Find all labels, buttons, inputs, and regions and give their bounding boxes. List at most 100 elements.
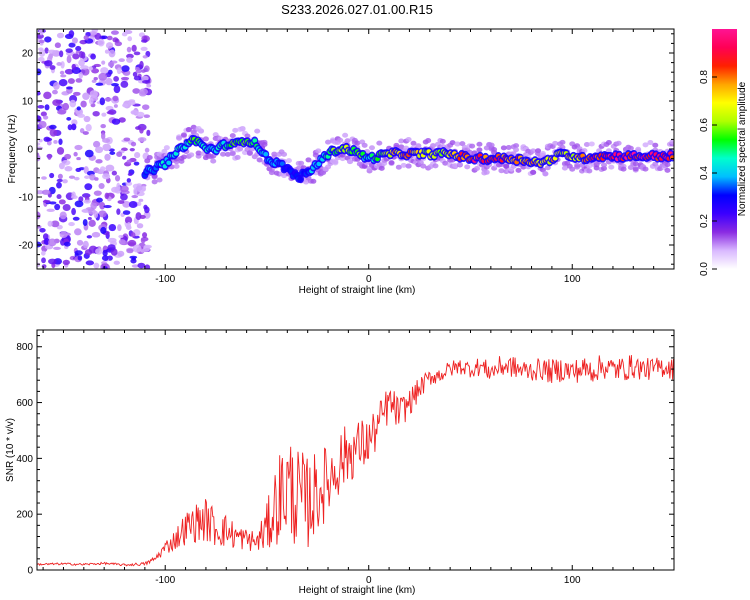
ridge-halo <box>344 138 351 144</box>
noise-blob <box>137 201 142 206</box>
ridge-halo <box>354 140 361 146</box>
noise-blob <box>103 204 112 209</box>
noise-blob <box>37 115 42 123</box>
noise-blob <box>118 234 124 239</box>
ridge-halo <box>220 151 227 157</box>
y-tick-label: 400 <box>16 454 33 465</box>
ridge-halo <box>271 151 278 157</box>
noise-blob <box>65 48 73 53</box>
noise-blob <box>64 153 72 160</box>
ridge-halo <box>229 151 236 157</box>
snr-line <box>37 355 674 567</box>
noise-blob <box>131 256 136 261</box>
noise-blob <box>120 80 129 88</box>
noise-blob <box>141 75 149 82</box>
noise-blob <box>71 191 76 198</box>
noise-blob <box>98 72 108 81</box>
noise-blob <box>41 257 46 264</box>
noise-blob <box>57 109 67 115</box>
ridge-halo <box>513 143 520 149</box>
noise-blob <box>114 41 123 47</box>
noise-blob <box>133 51 141 56</box>
ridge-halo <box>503 164 510 170</box>
noise-blob <box>107 61 115 68</box>
ridge-core <box>316 161 322 167</box>
ridge-halo <box>600 162 607 168</box>
noise-blob <box>56 178 63 183</box>
noise-blob <box>140 69 147 73</box>
noise-blob <box>44 36 52 43</box>
noise-blob <box>94 177 99 181</box>
noise-blob <box>76 239 84 246</box>
y-tick-label: -10 <box>19 193 34 204</box>
noise-blob <box>122 200 131 208</box>
noise-blob <box>45 137 53 142</box>
ridge-halo <box>439 138 446 144</box>
colorbar-tick-label: 0.8 <box>699 70 710 84</box>
noise-blob <box>111 118 121 125</box>
ridge-halo <box>605 139 612 145</box>
noise-blob <box>99 201 106 210</box>
ridge-halo <box>642 142 649 148</box>
noise-blob <box>114 174 121 182</box>
ridge-halo <box>476 147 483 153</box>
y-tick-label: 0 <box>27 566 33 577</box>
noise-blob <box>37 104 45 109</box>
noise-blob <box>37 241 42 248</box>
noise-blob <box>118 58 125 62</box>
noise-blob <box>102 249 108 257</box>
ridge-halo <box>608 164 615 170</box>
noise-blob <box>142 79 151 84</box>
noise-blob <box>121 147 128 152</box>
noise-blob <box>90 201 97 210</box>
noise-blob <box>139 60 144 69</box>
noise-blob <box>59 50 64 58</box>
noise-blob <box>71 63 76 71</box>
noise-blob <box>80 67 90 76</box>
noise-blob <box>98 210 107 218</box>
ridge-halo <box>246 150 253 156</box>
x-tick-label: -100 <box>155 274 175 285</box>
noise-blob <box>121 65 130 72</box>
noise-blob <box>53 246 61 251</box>
noise-blob <box>49 172 55 179</box>
noise-blob <box>59 70 65 75</box>
ridge-halo <box>393 142 400 148</box>
noise-blob <box>140 46 148 51</box>
noise-blob <box>139 127 144 134</box>
noise-blob <box>117 250 125 257</box>
ridge-halo <box>188 152 195 158</box>
ridge-halo <box>310 178 317 184</box>
noise-blob <box>38 39 45 44</box>
ridge-core <box>263 152 269 157</box>
noise-blob <box>136 111 145 118</box>
ridge-halo <box>405 136 412 142</box>
x-tick-label: 0 <box>366 575 372 586</box>
noise-blob <box>132 71 138 77</box>
noise-blob <box>125 181 133 186</box>
ridge-halo <box>498 168 505 174</box>
noise-blob <box>60 74 67 78</box>
ridge-halo <box>583 142 590 148</box>
noise-blob <box>130 141 137 147</box>
noise-blob <box>68 222 75 227</box>
ridge-core <box>252 138 258 143</box>
noise-blob <box>71 123 77 131</box>
noise-blob <box>58 79 68 87</box>
noise-blob <box>82 240 89 249</box>
noise-blob <box>46 208 55 213</box>
noise-blob <box>133 75 142 81</box>
noise-blob <box>67 124 73 131</box>
ridge-core <box>298 176 303 182</box>
noise-blob <box>102 173 111 180</box>
noise-blob <box>77 113 86 118</box>
noise-blob <box>38 29 44 36</box>
noise-blob <box>126 46 132 53</box>
noise-blob <box>89 173 96 181</box>
ridge-halo <box>632 166 639 172</box>
noise-blob <box>56 147 65 155</box>
noise-blob <box>41 264 47 269</box>
noise-blob <box>83 199 92 204</box>
ridge-halo <box>224 151 231 157</box>
noise-blob <box>102 266 108 269</box>
